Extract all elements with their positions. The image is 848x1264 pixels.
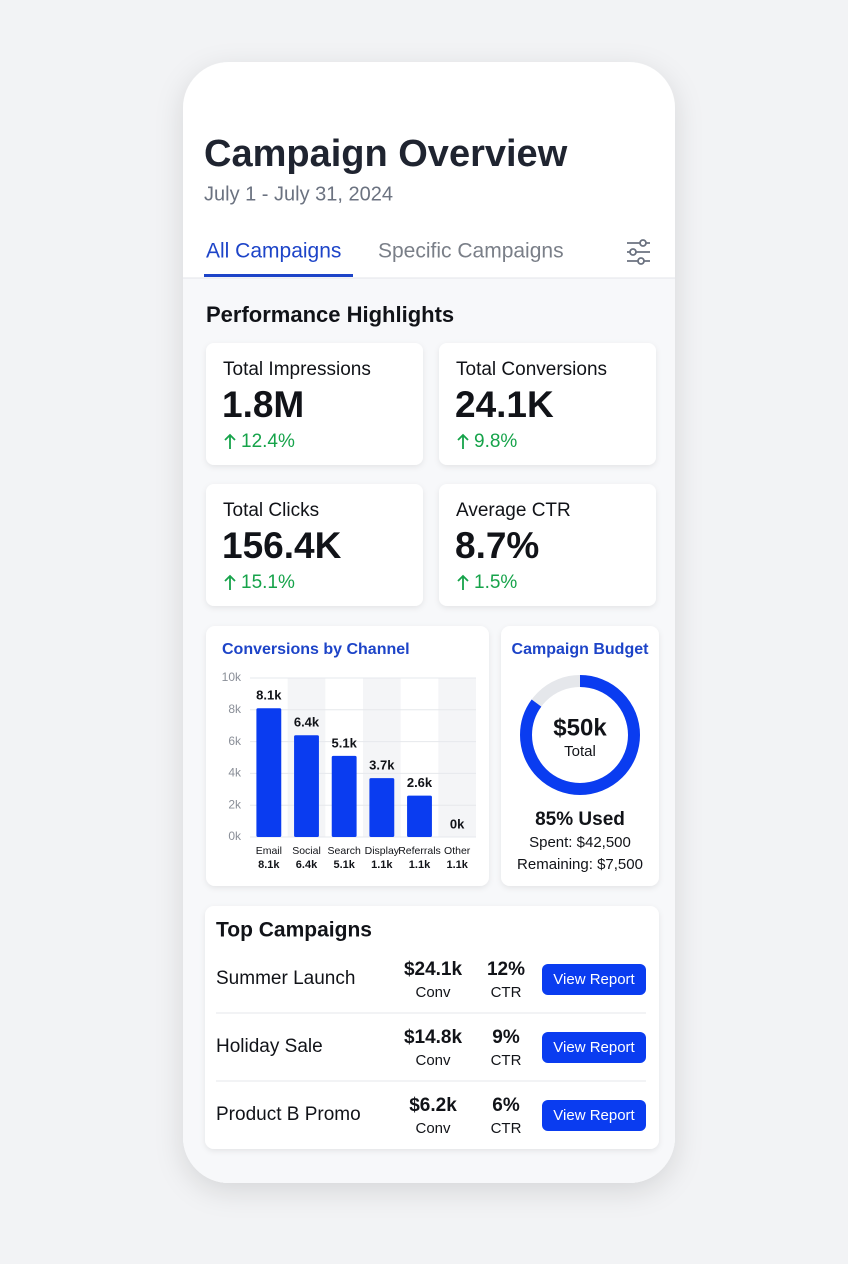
up-arrow (457, 433, 469, 449)
date-range: July 1 - July 31, 2024 (204, 183, 393, 205)
value-label: 2.6k (407, 775, 433, 790)
filter-icon[interactable] (627, 239, 650, 265)
conv-label: Conv (415, 1052, 451, 1069)
tab-underline (204, 274, 353, 277)
budget-total-label: Total (564, 743, 596, 760)
campaign-conv: $6.2k (409, 1095, 457, 1116)
campaign-name: Holiday Sale (216, 1036, 323, 1057)
section-title: Performance Highlights (206, 302, 454, 327)
y-tick-label: 2k (228, 797, 242, 811)
budget-total: $50k (553, 714, 607, 741)
kpi-card (439, 484, 656, 606)
tab[interactable]: Specific Campaigns (378, 240, 564, 263)
x-sublabel: 5.1k (333, 859, 355, 871)
x-sublabel: 1.1k (446, 859, 468, 871)
y-tick-label: 6k (228, 734, 242, 748)
bar (294, 735, 319, 837)
conv-label: Conv (415, 984, 451, 1001)
x-tick-label: Social (292, 845, 321, 857)
ctr-label: CTR (491, 1120, 522, 1137)
kpi-label: Total Clicks (223, 500, 319, 521)
ctr-label: CTR (491, 984, 522, 1001)
x-tick-label: Other (444, 845, 471, 857)
budget-title: Campaign Budget (512, 641, 650, 658)
x-tick-label: Referrals (398, 845, 441, 857)
x-sublabel: 6.4k (296, 859, 318, 871)
kpi-change: 9.8% (474, 431, 517, 452)
view-report-label[interactable]: View Report (553, 1039, 635, 1056)
kpi-card (206, 343, 423, 465)
value-label: 8.1k (256, 688, 282, 703)
x-sublabel: 8.1k (258, 859, 280, 871)
campaign-ctr: 6% (492, 1095, 520, 1116)
view-report-button[interactable] (542, 1032, 646, 1063)
view-report-button[interactable] (542, 1100, 646, 1131)
x-tick-label: Search (328, 845, 361, 857)
campaign-name: Summer Launch (216, 968, 355, 989)
campaign-conv: $24.1k (404, 959, 463, 980)
budget-used: 85% Used (535, 809, 625, 830)
donut-arc (520, 675, 640, 795)
bar (407, 795, 432, 837)
kpi-value: 8.7% (455, 525, 539, 566)
kpi-card (439, 343, 656, 465)
kpi-label: Average CTR (456, 500, 571, 521)
x-sublabel: 1.1k (371, 859, 393, 871)
tab-active[interactable]: All Campaigns (206, 240, 341, 263)
bar (369, 778, 395, 837)
value-label: 3.7k (369, 758, 395, 773)
kpi-label: Total Impressions (223, 359, 371, 380)
y-tick-label: 8k (228, 702, 242, 716)
conv-label: Conv (415, 1120, 451, 1137)
bar (256, 708, 282, 837)
kpi-value: 24.1K (455, 384, 554, 425)
page-title: Campaign Overview (204, 133, 568, 175)
campaigns-title: Top Campaigns (216, 919, 372, 942)
view-report-label[interactable]: View Report (553, 971, 635, 988)
bar (331, 755, 357, 837)
kpi-value: 1.8M (222, 384, 304, 425)
kpi-change: 15.1% (241, 572, 295, 593)
x-tick-label: Email (256, 845, 282, 857)
budget-spent: Spent: $42,500 (529, 834, 631, 851)
campaign-ctr: 9% (492, 1027, 520, 1048)
kpi-label: Total Conversions (456, 359, 607, 380)
campaign-conv: $14.8k (404, 1027, 463, 1048)
up-arrow (224, 574, 236, 590)
view-report-button[interactable] (542, 964, 646, 995)
y-tick-label: 4k (228, 766, 242, 780)
band-shade (438, 678, 476, 837)
y-tick-label: 10k (222, 670, 242, 684)
value-label: 6.4k (294, 715, 320, 730)
campaign-name: Product B Promo (216, 1104, 361, 1125)
kpi-change: 1.5% (474, 572, 517, 593)
chart-title: Conversions by Channel (222, 641, 410, 658)
ctr-label: CTR (491, 1052, 522, 1069)
y-tick-label: 0k (228, 829, 242, 843)
value-label: 0k (450, 816, 465, 831)
kpi-value: 156.4K (222, 525, 342, 566)
kpi-card (206, 484, 423, 606)
x-sublabel: 1.1k (409, 859, 431, 871)
value-label: 5.1k (332, 735, 358, 750)
view-report-label[interactable]: View Report (553, 1107, 635, 1124)
campaign-ctr: 12% (487, 959, 525, 980)
kpi-change: 12.4% (241, 431, 295, 452)
up-arrow (457, 574, 469, 590)
x-tick-label: Display (365, 845, 400, 857)
up-arrow (224, 433, 236, 449)
budget-remaining: Remaining: $7,500 (517, 856, 643, 873)
